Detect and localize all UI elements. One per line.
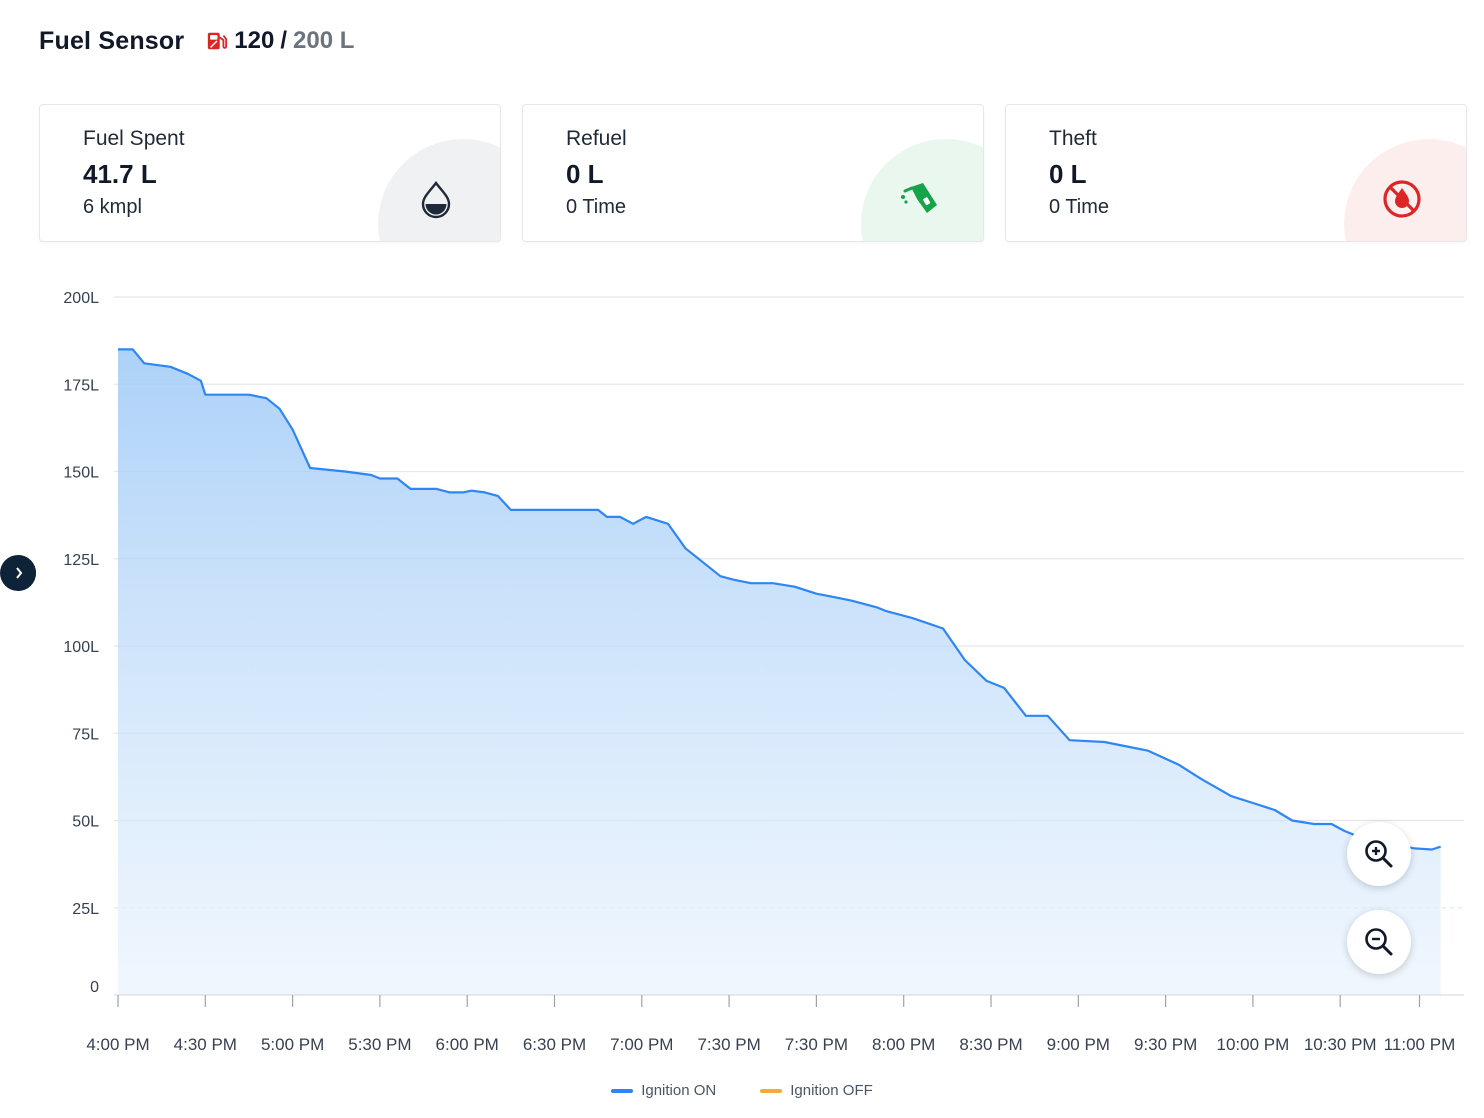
y-tick-label: 175L — [63, 377, 99, 394]
tank-current-level: 120 — [234, 27, 275, 54]
x-tick-label: 7:00 PM — [610, 1035, 673, 1054]
card-subtext: 0 Time — [566, 196, 627, 218]
header: Fuel Sensor 120 / 200 L — [39, 22, 354, 60]
x-tick-label: 10:00 PM — [1217, 1035, 1290, 1054]
x-tick-label: 7:30 PM — [785, 1035, 848, 1054]
x-tick-label: 4:30 PM — [174, 1035, 237, 1054]
x-tick-label: 8:30 PM — [959, 1035, 1022, 1054]
side-panel-toggle[interactable] — [0, 553, 36, 593]
legend-swatch — [611, 1088, 634, 1093]
x-tick-label: 4:00 PM — [86, 1035, 149, 1054]
page-title: Fuel Sensor — [39, 26, 185, 55]
tank-capacity: 200 L — [293, 27, 355, 54]
y-tick-label: 50L — [72, 814, 99, 831]
card-label: Refuel — [566, 127, 627, 150]
card-value: 0 L — [566, 159, 604, 189]
x-tick-label: 6:00 PM — [436, 1035, 499, 1054]
x-tick-label: 9:30 PM — [1134, 1035, 1197, 1054]
zoom-out-button[interactable] — [1347, 910, 1411, 974]
chart-legend: Ignition ON Ignition OFF — [0, 1082, 1484, 1099]
zoom-in-button[interactable] — [1347, 822, 1411, 886]
y-tick-label: 150L — [63, 465, 99, 482]
zoom-in-icon — [1365, 840, 1393, 868]
fuel-spent-card[interactable]: Fuel Spent 41.7 L 6 kmpl — [39, 104, 501, 242]
y-tick-label: 100L — [63, 639, 99, 656]
card-label: Theft — [1049, 127, 1097, 150]
no-fuel-icon — [1383, 180, 1421, 218]
legend-item-ignition-off[interactable]: Ignition OFF — [760, 1082, 873, 1099]
chart-area-layer — [118, 348, 1441, 995]
legend-swatch — [760, 1088, 783, 1093]
chevron-right-icon — [16, 567, 23, 579]
card-value: 41.7 L — [83, 159, 157, 189]
legend-label: Ignition OFF — [790, 1082, 873, 1099]
card-value: 0 L — [1049, 159, 1087, 189]
card-subtext: 6 kmpl — [83, 196, 142, 218]
fuel-nozzle-icon — [901, 183, 937, 213]
y-tick-label: 0 — [90, 979, 99, 996]
x-tick-label: 10:30 PM — [1304, 1035, 1377, 1054]
y-tick-label: 125L — [63, 552, 99, 569]
x-tick-label: 6:30 PM — [523, 1035, 586, 1054]
x-tick-label: 11:00 PM — [1384, 1035, 1456, 1054]
y-tick-label: 75L — [72, 726, 99, 743]
x-tick-label: 7:30 PM — [697, 1035, 760, 1054]
x-tick-label: 5:30 PM — [348, 1035, 411, 1054]
card-subtext: 0 Time — [1049, 196, 1110, 218]
fuel-drop-icon — [421, 181, 451, 219]
tank-separator: / — [280, 27, 288, 54]
theft-card[interactable]: Theft 0 L 0 Time — [1005, 104, 1467, 242]
y-tick-label: 200L — [63, 290, 99, 307]
x-tick-label: 8:00 PM — [872, 1035, 935, 1054]
legend-label: Ignition ON — [641, 1082, 717, 1099]
x-tick-label: 9:00 PM — [1047, 1035, 1110, 1054]
x-axis: 4:00 PM 4:30 PM 5:00 PM 5:30 PM 6:00 PM 6:30 … — [86, 994, 1464, 1054]
zoom-out-icon — [1365, 928, 1393, 956]
x-tick-label: 5:00 PM — [261, 1035, 324, 1054]
y-tick-label: 25L — [72, 901, 99, 918]
y-axis: 0 25L 50L 75L 100L 125L 150L 175L 200L — [63, 290, 99, 996]
tank-level: 120 / 200 L — [206, 27, 354, 55]
fuel-pump-icon — [208, 32, 228, 50]
series-area-ignition-on — [118, 349, 1441, 995]
card-label: Fuel Spent — [83, 127, 185, 150]
legend-item-ignition-on[interactable]: Ignition ON — [611, 1082, 716, 1099]
refuel-card[interactable]: Refuel 0 L 0 Time — [522, 104, 984, 242]
series-line-ignition-on — [118, 348, 1441, 851]
